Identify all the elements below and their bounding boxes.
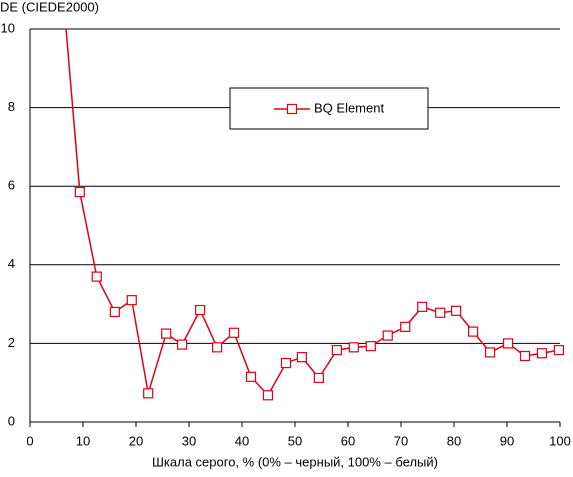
marker xyxy=(313,372,324,384)
y-tick-label: 2 xyxy=(8,335,15,350)
marker xyxy=(400,321,411,332)
x-tick-label: 70 xyxy=(394,433,408,448)
marker xyxy=(348,342,359,353)
x-tick-label: 50 xyxy=(288,433,302,448)
marker xyxy=(211,342,223,353)
x-tick-label: 0 xyxy=(26,433,33,448)
marker xyxy=(382,330,393,341)
y-tick-label: 10 xyxy=(1,20,15,35)
x-tick-label: 20 xyxy=(129,433,143,448)
series-line xyxy=(65,28,560,397)
marker xyxy=(502,338,514,349)
marker xyxy=(451,305,462,316)
x-tick-label: 30 xyxy=(182,433,196,448)
marker xyxy=(519,350,531,362)
marker xyxy=(365,341,376,352)
marker xyxy=(177,339,188,350)
x-tick-label: 10 xyxy=(76,433,90,448)
marker xyxy=(143,388,154,399)
marker xyxy=(296,352,307,363)
marker xyxy=(228,327,240,338)
marker xyxy=(536,348,548,359)
x-tick-label: 100 xyxy=(549,433,571,448)
x-tick-label: 80 xyxy=(447,433,461,448)
marker xyxy=(91,271,102,282)
y-tick-label: 4 xyxy=(8,256,15,271)
x-axis-label: Шкала серого, % (0% – черный, 100% – бел… xyxy=(152,454,438,469)
legend-label: BQ Element xyxy=(314,100,384,115)
marker xyxy=(435,307,446,318)
marker xyxy=(126,295,137,306)
marker xyxy=(417,301,428,312)
marker xyxy=(109,306,120,318)
marker xyxy=(467,326,479,337)
marker xyxy=(161,328,172,339)
marker xyxy=(484,347,496,358)
y-tick-label: 6 xyxy=(8,178,15,193)
marker xyxy=(280,357,292,369)
y-tick-label: 8 xyxy=(8,99,15,114)
marker xyxy=(74,186,85,198)
x-tick-label: 90 xyxy=(500,433,514,448)
legend-box xyxy=(229,87,429,130)
marker xyxy=(553,344,565,356)
marker xyxy=(331,344,342,356)
y-tick-label: 0 xyxy=(8,413,15,428)
marker xyxy=(262,390,274,401)
marker xyxy=(245,371,257,382)
x-tick-label: 40 xyxy=(235,433,249,448)
x-tick-label: 60 xyxy=(341,433,355,448)
legend-marker xyxy=(286,103,298,115)
chart-title: DE (CIEDE2000) xyxy=(0,0,99,14)
marker xyxy=(195,304,206,316)
